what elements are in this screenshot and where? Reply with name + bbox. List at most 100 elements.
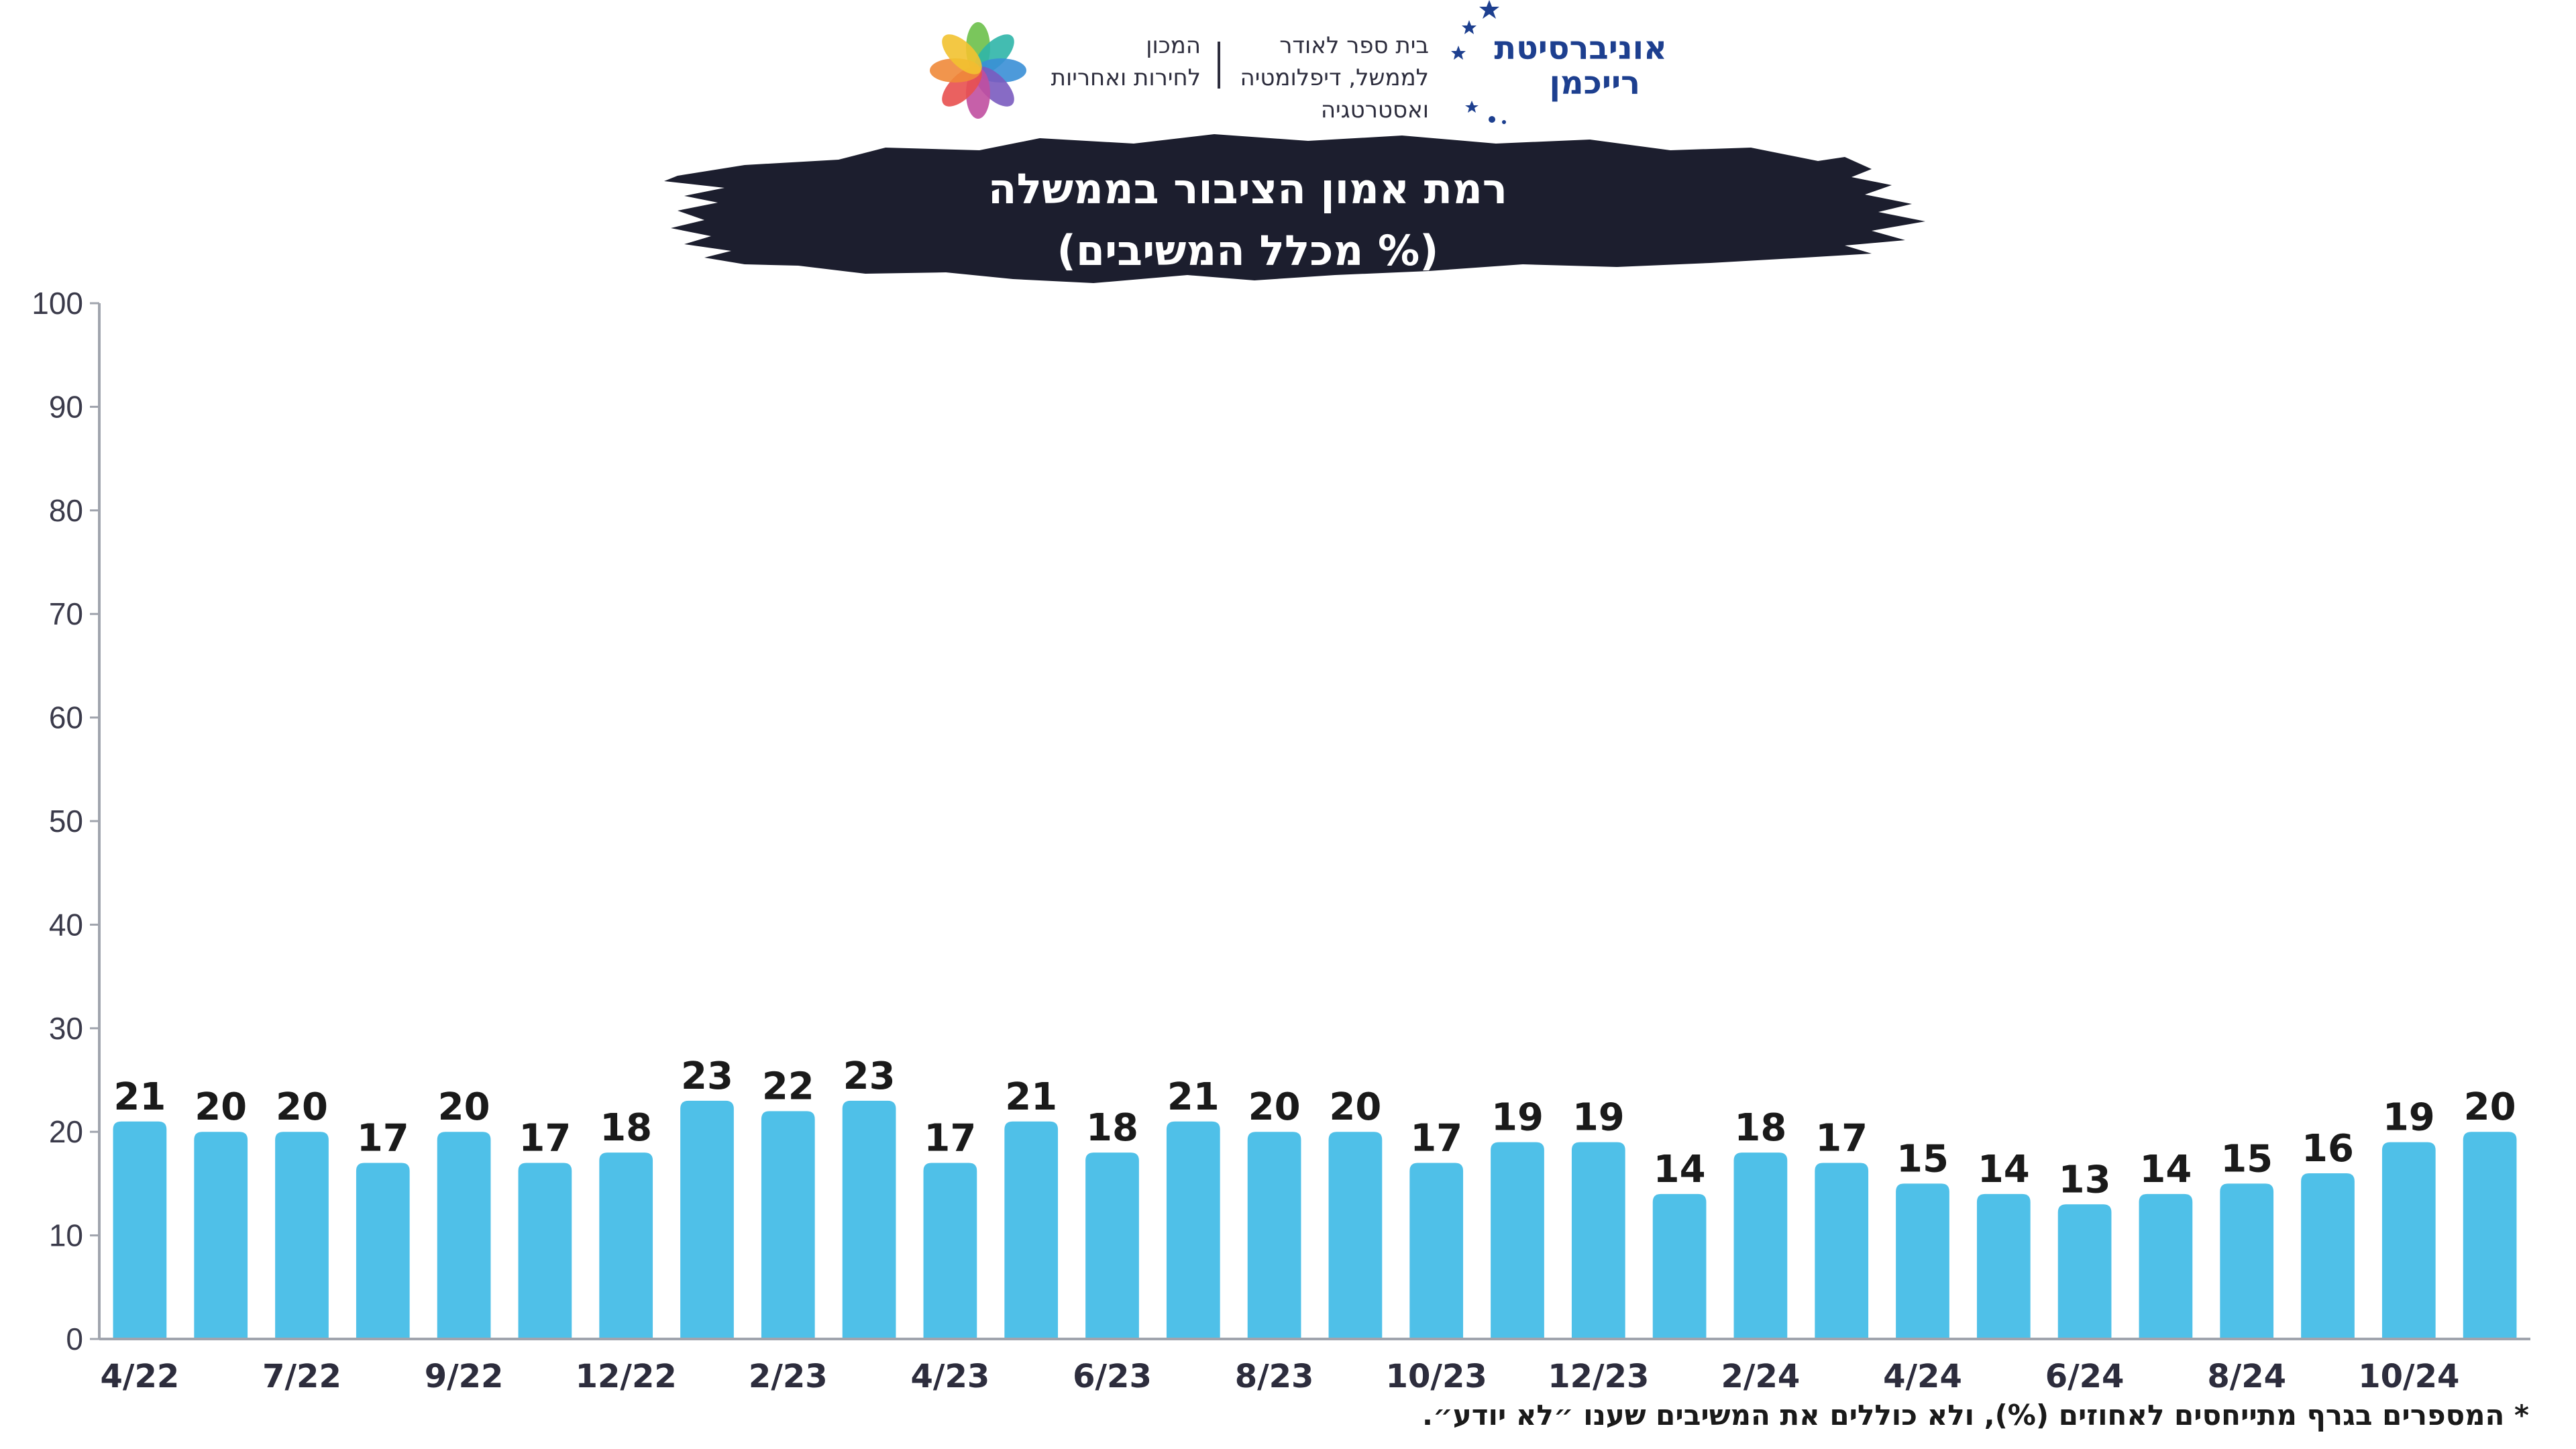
bar [2220,1183,2274,1339]
x-tick-label: 4/24 [1883,1358,1962,1395]
chart-title: רמת אמון הציבור בממשלה [987,164,1508,213]
bar-value-label: 22 [762,1065,814,1108]
bar [1247,1132,1301,1339]
institute-name-line2: לחירות ואחריות [1051,64,1201,91]
bars-group: 21 20 20 17 20 17 18 23 22 23 17 21 18 21 20 20 17 19 19 14… [113,1055,2517,1339]
bar [2139,1193,2193,1339]
bar [1652,1193,1707,1339]
bar-value-label: 19 [1491,1096,1544,1140]
bar [113,1121,167,1339]
bar-value-label: 18 [1086,1106,1138,1150]
bar [437,1132,491,1339]
bar [1166,1121,1220,1339]
bar [761,1111,815,1339]
y-tick-label: 60 [49,700,83,735]
bar [518,1163,572,1339]
school-name-line2: לממשל, דיפלומטיה [1240,64,1429,91]
bar [356,1163,410,1339]
x-tick-label: 2/23 [749,1358,828,1395]
y-tick-label: 30 [49,1011,83,1046]
institute-flower-logo-icon [930,22,1026,119]
bar-value-label: 15 [2220,1137,2273,1181]
bar [275,1132,329,1339]
y-tick-label: 20 [49,1114,83,1149]
bar-value-label: 14 [2139,1148,2192,1191]
bar-value-label: 17 [357,1117,409,1161]
university-name-line1: אוניברסיטת [1494,30,1667,67]
x-tick-label: 2/24 [1721,1358,1801,1395]
logo-header: המכון לחירות ואחריות בית ספר לאודר לממשל… [0,0,2576,134]
bar [1004,1121,1059,1339]
y-axis: 0 10 20 30 40 50 60 70 80 90 100 [32,286,101,1356]
x-tick-label: 4/22 [101,1358,180,1395]
bar-value-label: 20 [2464,1085,2516,1129]
bar-value-label: 20 [276,1085,328,1129]
bar-value-label: 21 [1005,1075,1057,1119]
university-stars-icon [1451,0,1506,124]
bar-value-label: 19 [2383,1096,2435,1140]
bar-value-label: 13 [2059,1158,2111,1201]
bar [1733,1152,1788,1339]
bar-value-label: 20 [1329,1085,1381,1129]
chart-subtitle: (% מכלל המשיבים) [1057,226,1439,275]
bar [1815,1163,1869,1339]
bar-chart: 0 10 20 30 40 50 60 70 80 90 100 21 20 20 17 20 17 18 23 2… [32,286,2530,1395]
bar [1328,1132,1383,1339]
bar [2381,1142,2436,1339]
x-tick-label: 12/23 [1548,1358,1649,1395]
y-tick-label: 50 [49,804,83,839]
chart-title-block: רמת אמון הציבור בממשלה (% מכלל המשיבים) [664,158,1831,282]
bar [1571,1142,1625,1339]
bar [1491,1142,1544,1339]
school-name-line1: בית ספר לאודר [1279,32,1429,59]
bar [1976,1193,2031,1339]
logo-divider [1218,42,1220,89]
bar [2301,1173,2355,1339]
x-tick-label: 8/24 [2207,1358,2286,1395]
y-tick-label: 100 [32,286,83,321]
x-tick-label: 12/22 [576,1358,677,1395]
bar [2463,1132,2517,1339]
bar-value-label: 14 [1978,1148,2030,1191]
university-name-line2: רייכמן [1549,64,1640,102]
bar-value-label: 20 [195,1085,247,1129]
y-tick-label: 40 [49,907,83,942]
x-tick-label: 7/22 [262,1358,341,1395]
bar [923,1163,977,1339]
bar-value-label: 15 [1896,1137,1949,1181]
bar-value-label: 16 [2302,1127,2354,1171]
y-tick-label: 70 [49,596,83,631]
flower-petal [942,34,982,74]
x-tick-label: 8/23 [1235,1358,1314,1395]
y-tick-label: 0 [66,1322,83,1356]
bar-value-label: 21 [113,1075,166,1119]
bar-value-label: 18 [600,1106,652,1150]
y-tick-label: 90 [49,389,83,424]
bar-value-label: 14 [1654,1148,1706,1191]
y-tick-label: 10 [49,1218,83,1253]
x-tick-label: 4/23 [911,1358,990,1395]
bar [1896,1183,1949,1339]
bar-value-label: 18 [1734,1106,1786,1150]
bar-value-label: 20 [1248,1085,1301,1129]
y-tick-label: 80 [49,493,83,528]
bar [680,1100,734,1339]
x-tick-label: 10/24 [2358,1358,2459,1395]
bar [194,1132,248,1339]
x-tick-label: 10/23 [1386,1358,1487,1395]
bar-value-label: 19 [1572,1096,1625,1140]
bar-value-label: 23 [843,1055,896,1098]
bar [2057,1204,2112,1339]
title-brush-banner [664,134,1925,283]
bar [599,1152,653,1339]
bar-value-label: 17 [519,1117,571,1161]
x-tick-label: 6/24 [2045,1358,2125,1395]
bar [1085,1152,1139,1339]
bar-value-label: 23 [681,1055,733,1098]
bar-value-label: 21 [1167,1075,1220,1119]
x-axis: 4/22 7/22 9/22 12/22 2/23 4/23 6/23 8/23 10/23 12… [99,1338,2530,1395]
x-tick-label: 6/23 [1073,1358,1152,1395]
x-tick-label: 9/22 [425,1358,504,1395]
institute-name-line1: המכון [1146,32,1201,59]
bar-value-label: 17 [1410,1117,1462,1161]
